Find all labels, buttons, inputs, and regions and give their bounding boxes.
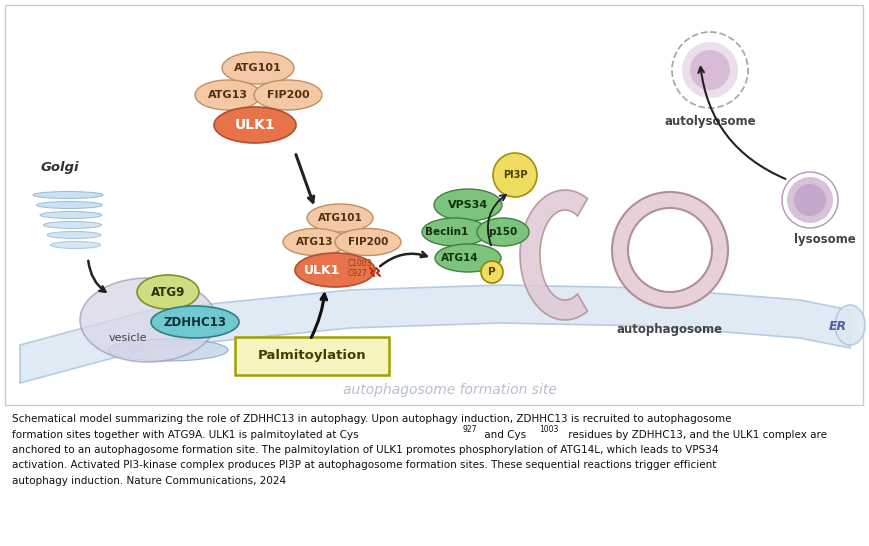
Ellipse shape bbox=[434, 189, 501, 221]
Circle shape bbox=[611, 192, 727, 308]
Text: ULK1: ULK1 bbox=[235, 118, 275, 132]
Text: autophagosome: autophagosome bbox=[616, 323, 722, 336]
Text: ATG9: ATG9 bbox=[150, 286, 185, 299]
Text: autophagosome formation site: autophagosome formation site bbox=[342, 383, 556, 397]
Ellipse shape bbox=[476, 218, 528, 246]
Circle shape bbox=[793, 184, 825, 216]
Ellipse shape bbox=[151, 306, 239, 338]
Ellipse shape bbox=[434, 244, 501, 272]
Text: P: P bbox=[488, 267, 495, 277]
Ellipse shape bbox=[50, 241, 101, 248]
Ellipse shape bbox=[108, 339, 228, 361]
Text: Palmitoylation: Palmitoylation bbox=[257, 349, 366, 363]
Ellipse shape bbox=[335, 228, 401, 256]
Text: p150: p150 bbox=[488, 227, 517, 237]
Ellipse shape bbox=[195, 80, 261, 110]
Ellipse shape bbox=[33, 192, 103, 199]
FancyBboxPatch shape bbox=[5, 5, 862, 405]
Circle shape bbox=[627, 208, 711, 292]
Text: FIP200: FIP200 bbox=[348, 237, 388, 247]
Circle shape bbox=[681, 42, 737, 98]
Text: and Cys: and Cys bbox=[481, 430, 526, 440]
Circle shape bbox=[671, 32, 747, 108]
FancyBboxPatch shape bbox=[235, 337, 388, 375]
Text: formation sites together with ATG9A. ULK1 is palmitoylated at Cys: formation sites together with ATG9A. ULK… bbox=[12, 430, 358, 440]
Ellipse shape bbox=[282, 228, 347, 256]
Circle shape bbox=[786, 177, 832, 223]
Ellipse shape bbox=[295, 253, 375, 287]
Text: VPS34: VPS34 bbox=[448, 200, 488, 210]
Ellipse shape bbox=[47, 232, 101, 239]
Text: PI3P: PI3P bbox=[502, 170, 527, 180]
Text: ATG14: ATG14 bbox=[441, 253, 478, 263]
Polygon shape bbox=[20, 285, 849, 383]
Ellipse shape bbox=[254, 80, 322, 110]
Text: residues by ZDHHC13, and the ULK1 complex are: residues by ZDHHC13, and the ULK1 comple… bbox=[564, 430, 826, 440]
Text: autolysosome: autolysosome bbox=[663, 116, 755, 128]
Text: vesicle: vesicle bbox=[109, 333, 147, 343]
Text: ATG101: ATG101 bbox=[234, 63, 282, 73]
Ellipse shape bbox=[307, 204, 373, 232]
Circle shape bbox=[481, 261, 502, 283]
Circle shape bbox=[781, 172, 837, 228]
Text: C1003: C1003 bbox=[348, 258, 372, 268]
Circle shape bbox=[493, 153, 536, 197]
Text: ZDHHC13: ZDHHC13 bbox=[163, 316, 226, 329]
Ellipse shape bbox=[421, 218, 488, 246]
Text: 1003: 1003 bbox=[539, 425, 558, 435]
Text: autophagy induction. Nature Communications, 2024: autophagy induction. Nature Communicatio… bbox=[12, 476, 286, 486]
Text: ER: ER bbox=[828, 319, 846, 333]
Text: Beclin1: Beclin1 bbox=[425, 227, 468, 237]
Text: FIP200: FIP200 bbox=[267, 90, 309, 100]
Ellipse shape bbox=[222, 52, 294, 84]
Text: Schematical model summarizing the role of ZDHHC13 in autophagy. Upon autophagy i: Schematical model summarizing the role o… bbox=[12, 414, 731, 424]
Text: Golgi: Golgi bbox=[41, 162, 79, 175]
Ellipse shape bbox=[136, 275, 199, 309]
Text: lysosome: lysosome bbox=[793, 234, 855, 246]
Ellipse shape bbox=[834, 305, 864, 345]
Text: anchored to an autophagosome formation site. The palmitoylation of ULK1 promotes: anchored to an autophagosome formation s… bbox=[12, 445, 718, 455]
Ellipse shape bbox=[43, 222, 102, 228]
Text: ATG13: ATG13 bbox=[296, 237, 334, 247]
Text: activation. Activated PI3-kinase complex produces PI3P at autophagosome formatio: activation. Activated PI3-kinase complex… bbox=[12, 460, 715, 471]
Ellipse shape bbox=[214, 107, 295, 143]
Text: 927: 927 bbox=[461, 425, 476, 435]
Polygon shape bbox=[520, 190, 587, 320]
Text: ATG101: ATG101 bbox=[317, 213, 362, 223]
Ellipse shape bbox=[40, 211, 102, 218]
Text: ATG13: ATG13 bbox=[208, 90, 248, 100]
Text: ULK1: ULK1 bbox=[303, 264, 340, 276]
Ellipse shape bbox=[36, 201, 103, 209]
Circle shape bbox=[689, 50, 729, 90]
Text: C927: C927 bbox=[348, 269, 368, 277]
Ellipse shape bbox=[80, 278, 216, 362]
